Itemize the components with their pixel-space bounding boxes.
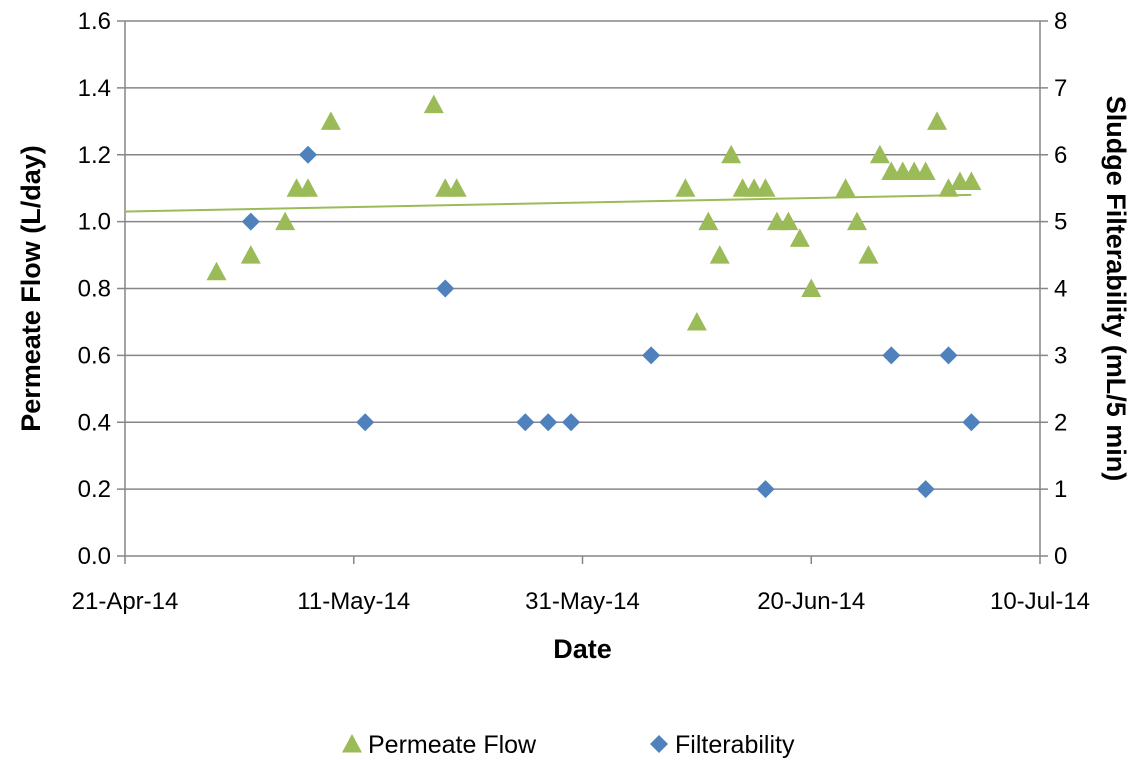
data-point-permeate-flow bbox=[847, 211, 867, 231]
data-point-filterability bbox=[756, 480, 775, 499]
axes: 0.0 0 0.2 1 0.4 2 0.6 3 0.8 4 1.0 5 1.2 6 1.4 7 1.6 8 21-A… bbox=[72, 8, 1090, 615]
trendline-permeate-flow bbox=[124, 193, 972, 213]
data-point-permeate-flow bbox=[789, 228, 810, 247]
x-tick-label: 11-May-14 bbox=[297, 588, 410, 615]
data-point-permeate-flow bbox=[778, 211, 799, 231]
data-point-filterability bbox=[916, 480, 935, 499]
data-point-permeate-flow bbox=[698, 211, 719, 231]
y-left-tick-label: 1.2 bbox=[78, 142, 111, 169]
data-point-permeate-flow bbox=[869, 144, 890, 164]
data-points bbox=[206, 94, 982, 499]
data-point-permeate-flow bbox=[298, 178, 318, 197]
x-tick-label: 10-Jul-14 bbox=[990, 588, 1090, 615]
y-left-tick-label: 1.4 bbox=[78, 75, 111, 102]
y-right-tick-label: 0 bbox=[1054, 543, 1067, 570]
data-point-permeate-flow bbox=[206, 261, 227, 281]
trendline-layer bbox=[124, 193, 972, 213]
data-point-permeate-flow bbox=[858, 245, 879, 264]
data-point-filterability bbox=[642, 346, 661, 365]
data-point-permeate-flow bbox=[755, 178, 776, 197]
data-point-permeate-flow bbox=[320, 111, 341, 130]
legend: Permeate Flow Filterability bbox=[342, 731, 795, 759]
data-point-permeate-flow bbox=[915, 161, 936, 180]
legend-label-permeate-flow: Permeate Flow bbox=[368, 731, 537, 759]
data-point-permeate-flow bbox=[686, 311, 707, 331]
data-point-permeate-flow bbox=[938, 178, 959, 197]
y-right-tick-label: 5 bbox=[1054, 209, 1067, 236]
y-right-tick-label: 7 bbox=[1054, 75, 1067, 102]
data-point-filterability bbox=[962, 413, 981, 432]
y-left-tick-label: 0.8 bbox=[78, 276, 111, 303]
data-point-permeate-flow bbox=[675, 178, 696, 197]
y-left-tick-label: 1.0 bbox=[78, 209, 111, 236]
data-point-permeate-flow bbox=[709, 245, 730, 264]
x-tick-label: 20-Jun-14 bbox=[757, 588, 865, 615]
y-left-tick-label: 0.0 bbox=[78, 543, 111, 570]
x-tick-label: 21-Apr-14 bbox=[72, 588, 179, 615]
data-point-filterability bbox=[436, 279, 455, 298]
data-point-permeate-flow bbox=[721, 144, 742, 164]
data-point-permeate-flow bbox=[446, 178, 467, 197]
x-axis-title: Date bbox=[553, 634, 612, 664]
y-left-tick-label: 1.6 bbox=[78, 8, 111, 35]
data-point-filterability bbox=[299, 145, 317, 164]
data-point-filterability bbox=[539, 413, 558, 432]
data-point-filterability bbox=[516, 413, 535, 432]
y-right-tick-label: 8 bbox=[1054, 8, 1067, 35]
y-right-tick-label: 3 bbox=[1054, 342, 1067, 369]
data-point-permeate-flow bbox=[961, 171, 982, 190]
y-right-tick-label: 6 bbox=[1054, 142, 1067, 169]
x-tick-label: 31-May-14 bbox=[525, 588, 640, 615]
legend-marker-permeate-flow bbox=[342, 734, 362, 753]
data-point-permeate-flow bbox=[835, 178, 856, 197]
data-point-filterability bbox=[562, 413, 581, 432]
y-left-tick-label: 0.4 bbox=[78, 409, 111, 436]
data-point-permeate-flow bbox=[423, 94, 444, 114]
data-point-filterability bbox=[241, 212, 260, 231]
y-right-axis-title: Sludge Filterability (mL/5 min) bbox=[1101, 96, 1131, 482]
legend-label-filterability: Filterability bbox=[675, 731, 795, 759]
y-right-tick-label: 1 bbox=[1054, 476, 1067, 503]
y-right-tick-label: 4 bbox=[1054, 276, 1067, 303]
data-point-permeate-flow bbox=[927, 111, 948, 130]
data-point-permeate-flow bbox=[275, 211, 296, 231]
gridlines bbox=[125, 20, 1040, 490]
y-right-tick-label: 2 bbox=[1054, 409, 1067, 436]
y-left-tick-label: 0.6 bbox=[78, 342, 111, 369]
data-point-filterability bbox=[882, 346, 901, 365]
y-left-tick-label: 0.2 bbox=[78, 476, 111, 503]
data-point-filterability bbox=[356, 413, 375, 432]
data-point-filterability bbox=[939, 346, 958, 365]
y-left-axis-title: Permeate Flow (L/day) bbox=[16, 145, 46, 432]
data-point-permeate-flow bbox=[801, 278, 822, 297]
legend-marker-filterability bbox=[650, 735, 668, 753]
data-point-permeate-flow bbox=[240, 245, 261, 264]
